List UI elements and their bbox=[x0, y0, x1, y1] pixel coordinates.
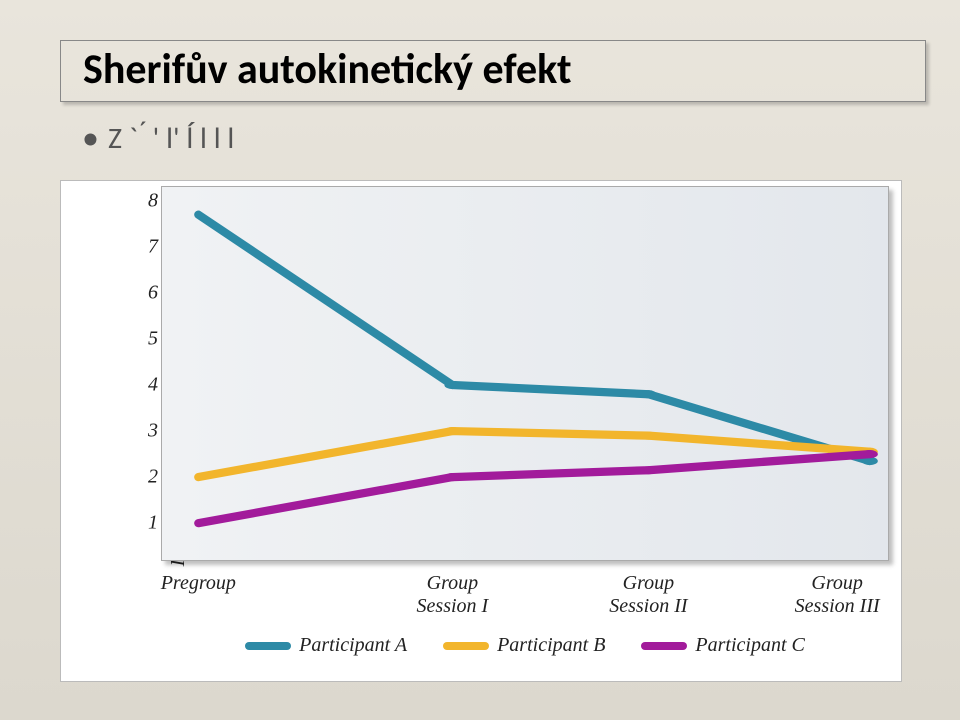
chart-y-tick: 7 bbox=[148, 235, 158, 258]
chart-y-tick: 5 bbox=[148, 327, 158, 350]
chart-series-line bbox=[198, 215, 870, 461]
chart-series-marker bbox=[640, 390, 656, 398]
slide: Sherifův autokinetický efekt Z ` ́ ' l' … bbox=[0, 0, 960, 720]
legend-swatch bbox=[443, 642, 489, 650]
legend-item: Participant B bbox=[443, 634, 605, 657]
chart-series-marker bbox=[444, 381, 460, 389]
chart-svg bbox=[162, 187, 888, 560]
chart-y-tick: 3 bbox=[148, 420, 158, 443]
chart-x-tick: GroupSession I bbox=[417, 572, 489, 618]
chart-x-tick: Pregroup bbox=[161, 572, 236, 595]
chart-plot-area: 12345678PregroupGroupSession IGroupSessi… bbox=[161, 186, 889, 561]
page-title: Sherifův autokinetický efekt bbox=[83, 47, 903, 93]
chart-series-marker bbox=[444, 427, 460, 435]
legend-label: Participant C bbox=[695, 634, 804, 657]
title-box: Sherifův autokinetický efekt bbox=[60, 40, 926, 102]
chart-y-tick: 6 bbox=[148, 281, 158, 304]
chart-y-tick: 2 bbox=[148, 466, 158, 489]
chart-series-marker bbox=[444, 473, 460, 481]
chart-x-tick: GroupSession III bbox=[795, 572, 880, 618]
chart-y-tick: 8 bbox=[148, 189, 158, 212]
chart-legend: Participant A Participant B Participant C bbox=[161, 634, 889, 657]
legend-swatch bbox=[245, 642, 291, 650]
chart-container: Inches of perceived movement 12345678Pre… bbox=[60, 180, 902, 682]
bullet-line: Z ` ́ ' l' ĺ l l l bbox=[82, 120, 900, 157]
chart-y-tick: 4 bbox=[148, 374, 158, 397]
legend-item: Participant C bbox=[641, 634, 804, 657]
legend-label: Participant B bbox=[497, 634, 605, 657]
chart-series-line bbox=[198, 454, 870, 523]
chart-series-marker bbox=[640, 432, 656, 440]
chart-series-marker bbox=[862, 450, 878, 458]
legend-label: Participant A bbox=[299, 634, 407, 657]
chart-y-tick: 1 bbox=[148, 512, 158, 535]
chart-x-tick: GroupSession II bbox=[609, 572, 687, 618]
legend-item: Participant A bbox=[245, 634, 407, 657]
legend-swatch bbox=[641, 642, 687, 650]
chart-series-marker bbox=[640, 466, 656, 474]
